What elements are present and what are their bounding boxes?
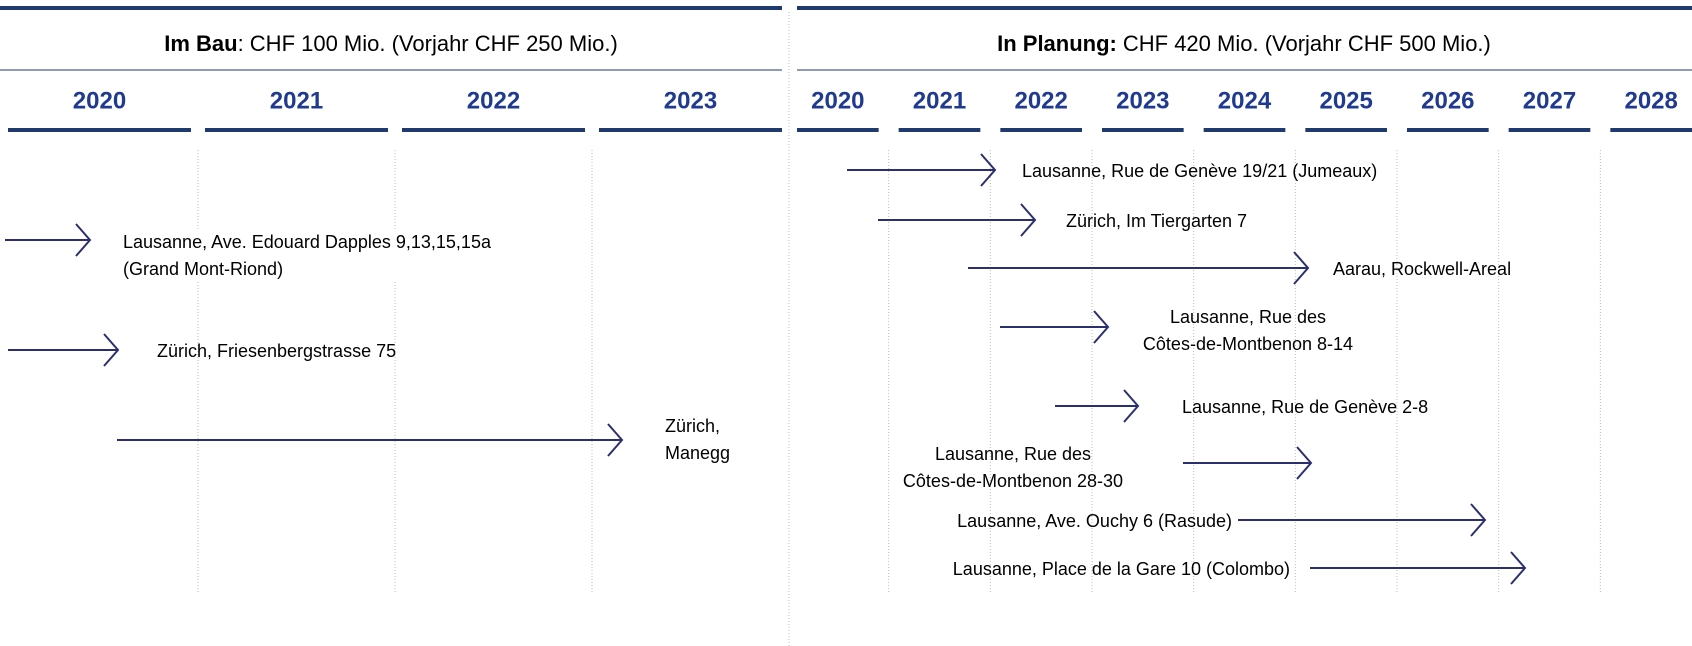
arrow-head (1093, 310, 1110, 344)
project-label-line: Lausanne, Place de la Gare 10 (Colombo) (953, 559, 1290, 579)
right-header: In Planung: CHF 420 Mio. (Vorjahr CHF 500… (997, 31, 1491, 56)
project-label: Lausanne, Ave. Ouchy 6 (Rasude) (957, 511, 1232, 531)
arrow-head (1470, 503, 1487, 537)
project: Aarau, Rockwell-Areal (968, 251, 1511, 285)
project: Lausanne, Rue des Côtes-de-Montbenon 28-3… (903, 444, 1313, 491)
project-label-line: Zürich, (665, 416, 720, 436)
project-label-line: Côtes-de-Montbenon 28-30 (903, 471, 1123, 491)
project: Lausanne, Rue de Genève 19/21 (Jumeaux) (847, 153, 1377, 187)
status-summary: CHF 420 Mio. (Vorjahr CHF 500 Mio.) (1123, 31, 1491, 56)
year-label: 2021 (270, 87, 323, 114)
project-label-line: Lausanne, Ave. Ouchy 6 (Rasude) (957, 511, 1232, 531)
status-label: Im Bau (164, 31, 237, 56)
project-label: Zürich, Friesenbergstrasse 75 (157, 341, 396, 361)
arrow-head (1123, 389, 1140, 423)
arrow-head (103, 333, 120, 367)
year-label: 2023 (1116, 87, 1169, 114)
year-label: 2027 (1523, 87, 1576, 114)
project-label-line: Aarau, Rockwell-Areal (1333, 259, 1511, 279)
year-label: 2028 (1624, 87, 1677, 114)
project-label-line: (Grand Mont-Riond) (123, 259, 283, 279)
project-label: Zürich, Manegg (665, 416, 730, 463)
project-label: Lausanne, Rue de Genève 2-8 (1182, 397, 1428, 417)
year-label: 2026 (1421, 87, 1474, 114)
project: Lausanne, Rue de Genève 2-8 (1055, 389, 1428, 423)
project: Zürich, Manegg (117, 416, 730, 463)
project-label: Lausanne, Rue des Côtes-de-Montbenon 28-3… (903, 444, 1123, 491)
project-label-line: Lausanne, Rue de Genève 19/21 (Jumeaux) (1022, 161, 1377, 181)
status-label: In Planung: (997, 31, 1117, 56)
project-label: Lausanne, Place de la Gare 10 (Colombo) (953, 559, 1290, 579)
left-header: Im Bau: CHF 100 Mio. (Vorjahr CHF 250 Mi… (164, 31, 618, 56)
year-label: 2022 (467, 87, 520, 114)
project-label-line: Zürich, Im Tiergarten 7 (1066, 211, 1247, 231)
year-label: 2025 (1319, 87, 1372, 114)
project: Zürich, Im Tiergarten 7 (878, 203, 1247, 237)
arrow-head (75, 223, 92, 257)
project: Lausanne, Ave. Ouchy 6 (Rasude) (957, 503, 1487, 537)
project-label-line: Zürich, Friesenbergstrasse 75 (157, 341, 396, 361)
year-label: 2024 (1218, 87, 1272, 114)
year-label: 2021 (913, 87, 966, 114)
project-label-line: Côtes-de-Montbenon 8-14 (1143, 334, 1353, 354)
project: Lausanne, Place de la Gare 10 (Colombo) (953, 551, 1527, 585)
arrow-head (1296, 446, 1313, 480)
arrow-head (1020, 203, 1037, 237)
project-label: Zürich, Im Tiergarten 7 (1066, 211, 1247, 231)
project-label: Lausanne, Ave. Edouard Dapples 9,13,15,1… (123, 232, 492, 279)
arrow-head (980, 153, 997, 187)
arrow-head (1510, 551, 1527, 585)
project-label-line: Lausanne, Rue des (1170, 307, 1326, 327)
year-label: 2020 (73, 87, 126, 114)
project-label: Aarau, Rockwell-Areal (1333, 259, 1511, 279)
project-label: Lausanne, Rue de Genève 19/21 (Jumeaux) (1022, 161, 1377, 181)
project: Lausanne, Ave. Edouard Dapples 9,13,15,1… (5, 223, 496, 282)
year-label: 2023 (664, 87, 717, 114)
label-background (119, 228, 496, 282)
project-label-line: Lausanne, Rue des (935, 444, 1091, 464)
status-summary: : CHF 100 Mio. (Vorjahr CHF 250 Mio.) (238, 31, 618, 56)
project: Lausanne, Rue des Côtes-de-Montbenon 8-14 (1000, 307, 1353, 354)
project-label-line: Lausanne, Ave. Edouard Dapples 9,13,15,1… (123, 232, 492, 252)
arrow-head (607, 423, 624, 457)
arrow-head (1293, 251, 1310, 285)
project-label-line: Lausanne, Rue de Genève 2-8 (1182, 397, 1428, 417)
project-label-line: Manegg (665, 443, 730, 463)
project-label: Lausanne, Rue des Côtes-de-Montbenon 8-14 (1143, 307, 1353, 354)
year-label: 2020 (811, 87, 864, 114)
year-label: 2022 (1014, 87, 1067, 114)
project: Zürich, Friesenbergstrasse 75 (8, 333, 396, 367)
